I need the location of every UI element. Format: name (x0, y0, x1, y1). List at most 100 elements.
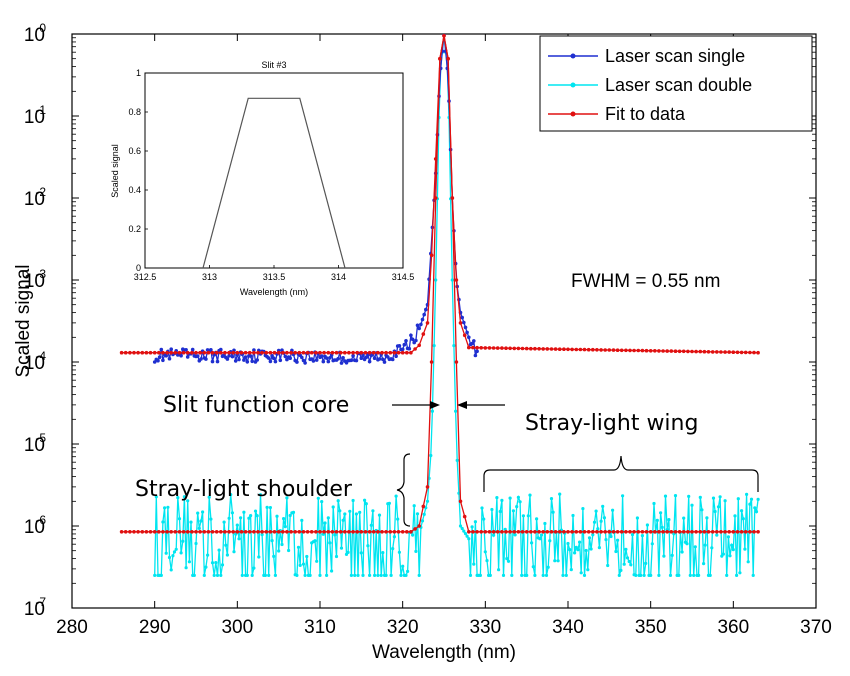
double-scan-point (242, 510, 246, 514)
double-scan-point (650, 542, 654, 546)
fit-lower-point (702, 530, 707, 534)
fit-lower-point (123, 530, 128, 534)
double-scan-point (538, 537, 542, 541)
double-scan-point (184, 566, 188, 570)
double-scan-point (326, 516, 330, 520)
fit-lower-point (516, 530, 521, 534)
fit-lower-point (388, 530, 393, 534)
y-tick-label: 10-4 (24, 349, 46, 374)
fit-upper-point (119, 350, 124, 355)
fit-upper-point (235, 350, 240, 355)
single-scan-point (319, 354, 324, 358)
double-scan-point (630, 533, 635, 537)
fit-upper-point (640, 348, 645, 353)
double-scan-point (649, 573, 653, 578)
fit-lower-point (566, 530, 570, 534)
double-scan-point (490, 507, 494, 512)
fit-upper-point (272, 350, 277, 355)
double-scan-point (343, 512, 347, 516)
fit-upper-point (677, 349, 682, 354)
double-scan-point (196, 511, 200, 515)
fit-upper-point (185, 350, 190, 355)
single-scan-point (156, 358, 160, 363)
double-scan-point (467, 537, 471, 541)
double-scan-point (176, 496, 180, 500)
double-scan-point (177, 517, 182, 521)
double-scan-point (260, 533, 264, 537)
double-scan-point (339, 546, 344, 550)
double-scan-point (166, 505, 170, 509)
double-scan-point (412, 504, 416, 508)
fit-lower-point (206, 530, 211, 534)
double-scan-point (657, 573, 661, 578)
fit-lower-point (628, 530, 632, 534)
fit-lower-point (223, 530, 227, 534)
fit-upper-point (483, 346, 488, 350)
double-scan-point (452, 344, 456, 348)
fit-upper-point (570, 347, 574, 352)
fit-lower-point (380, 530, 384, 534)
fit-lower-point (202, 530, 207, 534)
x-tick-label: 310 (304, 617, 336, 638)
double-scan-point (414, 549, 418, 554)
double-scan-point (482, 517, 486, 521)
fit-lower-point (355, 530, 360, 534)
single-scan-point (382, 360, 387, 364)
legend-marker-double (570, 82, 576, 88)
double-scan-point (187, 560, 191, 564)
fit-lower-point (739, 530, 744, 534)
fit-lower-point (219, 530, 223, 534)
fit-lower-point (157, 530, 161, 534)
single-scan-point (465, 330, 469, 335)
double-scan-point (341, 518, 345, 522)
fit-upper-point (202, 350, 207, 355)
double-scan-point (601, 504, 605, 508)
fit-lower-point (541, 530, 545, 534)
fit-upper-point (297, 350, 302, 355)
fit-upper-point (318, 350, 322, 355)
fit-lower-point (384, 530, 388, 534)
fit-upper-point (128, 350, 132, 355)
single-scan-point (472, 339, 476, 343)
double-scan-point (227, 516, 231, 520)
double-scan-point (404, 573, 408, 578)
fit-lower-point (603, 530, 607, 534)
double-scan-point (430, 409, 434, 413)
double-scan-point (584, 548, 588, 553)
double-scan-point (592, 520, 597, 524)
fit-lower-point (272, 530, 277, 534)
fit-upper-point (748, 350, 752, 355)
fit-lower-point (293, 530, 298, 534)
fit-lower-point (529, 530, 533, 534)
fit-upper-point (322, 350, 326, 355)
fit-upper-point (727, 350, 731, 354)
single-scan-point (295, 360, 299, 364)
fit-lower-point (136, 530, 140, 534)
fit-lower-point (181, 530, 186, 534)
fit-lower-point (644, 530, 649, 534)
fit-lower-point (475, 530, 479, 534)
double-scan-point (202, 573, 206, 578)
double-scan-point (525, 573, 529, 578)
single-scan-point (215, 359, 220, 364)
double-scan-point (272, 554, 276, 559)
fit-upper-point (574, 347, 579, 352)
fit-lower-point (322, 530, 326, 534)
fit-lower-point (301, 530, 306, 534)
double-scan-point (561, 573, 565, 578)
double-scan-point (161, 520, 165, 524)
double-scan-point (349, 573, 353, 578)
double-scan-point (644, 561, 648, 566)
fit-upper-point (731, 350, 736, 355)
fit-lower-point (239, 530, 244, 534)
double-scan-point (748, 502, 752, 506)
single-scan-point (245, 360, 250, 364)
double-scan-point (599, 519, 603, 523)
double-scan-point (711, 496, 716, 500)
double-scan-point (568, 548, 572, 552)
fit-lower-point (314, 530, 318, 534)
double-scan-point (237, 537, 241, 541)
fit-upper-point (152, 350, 157, 355)
double-scan-point (670, 553, 674, 558)
fit-lower-point (450, 196, 455, 200)
